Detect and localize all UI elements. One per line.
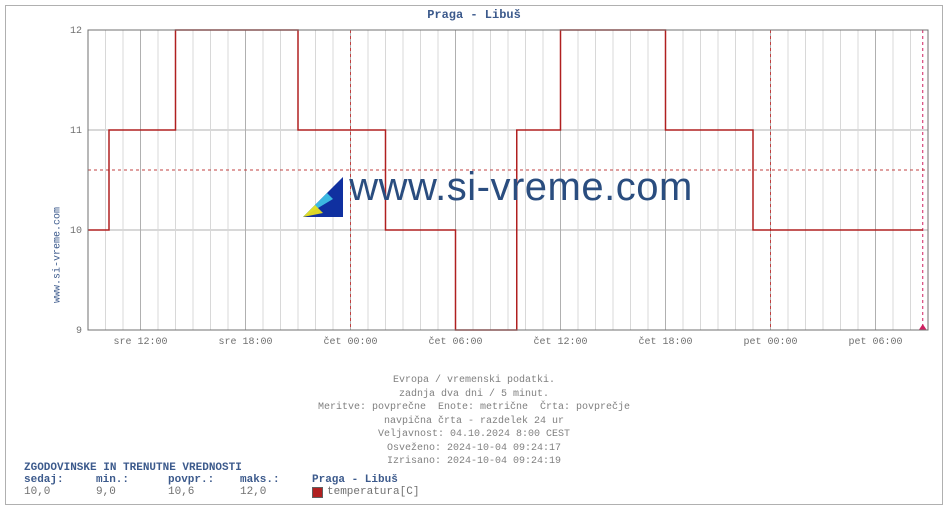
y-axis-label: www.si-vreme.com: [53, 207, 64, 303]
svg-text:10: 10: [70, 226, 82, 237]
svg-text:sre 12:00: sre 12:00: [113, 337, 167, 348]
caption-line: navpična črta - razdelek 24 ur: [6, 415, 942, 429]
history-title: ZGODOVINSKE IN TRENUTNE VREDNOSTI: [24, 462, 419, 474]
svg-text:pet 06:00: pet 06:00: [848, 337, 902, 348]
history-val-maks: 12,0: [240, 486, 312, 498]
svg-text:čet 06:00: čet 06:00: [428, 336, 482, 348]
caption-line: Evropa / vremenski podatki.: [6, 374, 942, 388]
plot-area: 9 10 11 12 sre 12:00 sre 18:00 čet 00:00 čet 06…: [64, 26, 932, 356]
history-val-min: 9,0: [96, 486, 168, 498]
svg-text:sre 18:00: sre 18:00: [218, 337, 272, 348]
history-series-unit: temperatura[C]: [312, 486, 419, 498]
chart-frame: Praga - Libuš www.si-vreme.com 9 10 11 12 sr…: [5, 5, 943, 505]
svg-text:11: 11: [70, 126, 82, 137]
history-block: ZGODOVINSKE IN TRENUTNE VREDNOSTI sedaj:…: [24, 462, 419, 498]
history-series-unit-text: temperatura[C]: [327, 486, 419, 498]
history-val-povpr: 10,6: [168, 486, 240, 498]
history-val-sedaj: 10,0: [24, 486, 96, 498]
svg-text:čet 18:00: čet 18:00: [638, 336, 692, 348]
svg-text:12: 12: [70, 26, 82, 37]
caption-block: Evropa / vremenski podatki. zadnja dva d…: [6, 374, 942, 469]
history-col-maks: maks.:: [240, 474, 312, 486]
chart-title: Praga - Libuš: [6, 6, 942, 22]
svg-text:čet 00:00: čet 00:00: [323, 336, 377, 348]
series-swatch-icon: [312, 487, 323, 498]
svg-text:9: 9: [76, 326, 82, 337]
svg-text:čet 12:00: čet 12:00: [533, 336, 587, 348]
history-col-min: min.:: [96, 474, 168, 486]
caption-line: zadnja dva dni / 5 minut.: [6, 388, 942, 402]
caption-line: Veljavnost: 04.10.2024 8:00 CEST: [6, 428, 942, 442]
chart-svg: 9 10 11 12 sre 12:00 sre 18:00 čet 00:00 čet 06…: [64, 26, 932, 356]
history-series-name: Praga - Libuš: [312, 474, 398, 486]
caption-line: Meritve: povprečne Enote: metrične Črta:…: [6, 401, 942, 415]
history-col-sedaj: sedaj:: [24, 474, 96, 486]
caption-line: Osveženo: 2024-10-04 09:24:17: [6, 442, 942, 456]
history-col-povpr: povpr.:: [168, 474, 240, 486]
svg-text:pet 00:00: pet 00:00: [743, 337, 797, 348]
